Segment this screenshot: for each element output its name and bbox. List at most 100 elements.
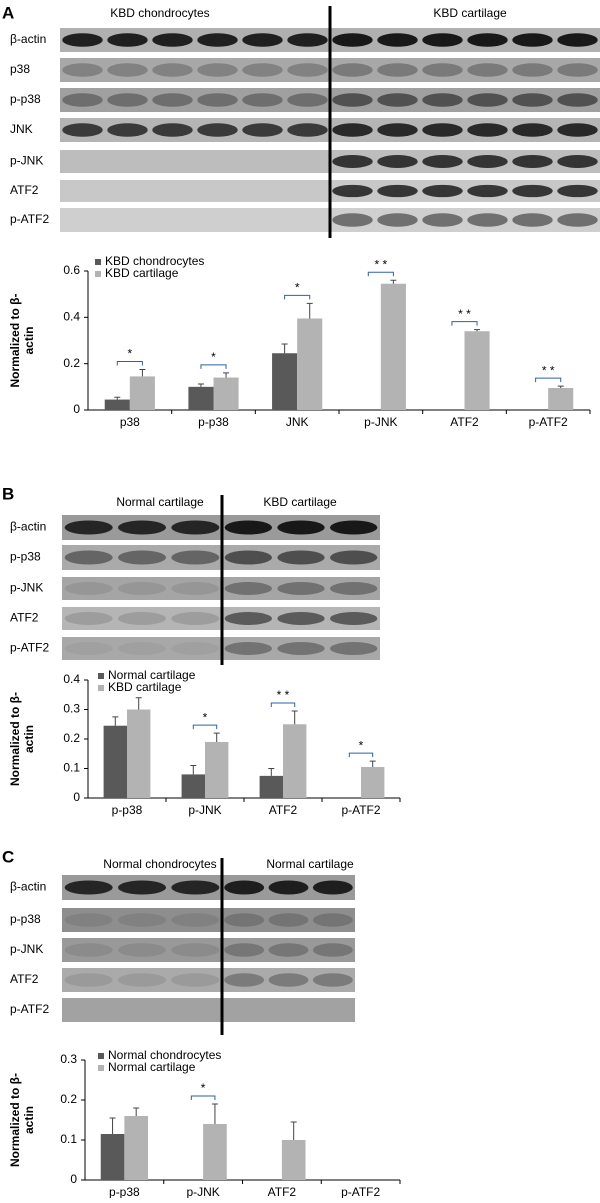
blot-band [152, 123, 193, 137]
group-label: Normal chondrocytes [103, 857, 216, 871]
y-tick-label: 0.2 [63, 356, 80, 370]
significance-bracket [535, 377, 562, 383]
significance-bracket [116, 360, 143, 366]
bar [103, 725, 127, 798]
blot-row-label: p-p38 [10, 550, 41, 564]
blot-band [62, 63, 103, 77]
group-label: Normal cartilage [116, 495, 204, 509]
blot-band [287, 33, 328, 47]
blot-band [512, 123, 553, 137]
blot-band [377, 155, 418, 168]
blot-band [62, 123, 103, 137]
blot-row-label: ATF2 [10, 611, 39, 625]
x-tick-label: p-ATF2 [529, 415, 568, 429]
y-axis-title-box: Normalized to β-actin [8, 293, 36, 388]
blot-band [512, 93, 553, 107]
blot-band [312, 973, 353, 987]
y-tick-label: 0 [73, 402, 80, 416]
blot-band [377, 184, 418, 198]
x-tick-label: p-p38 [112, 803, 143, 817]
panel-label: B [2, 484, 14, 503]
blot-band [224, 973, 265, 987]
significance-label: * [127, 347, 132, 361]
blot-band [512, 213, 553, 227]
x-tick-label: p-ATF2 [341, 1185, 380, 1198]
blot-strip [62, 968, 355, 992]
blot-band [118, 550, 166, 565]
blot-band [152, 33, 193, 47]
blot-band [171, 973, 220, 987]
blot-band [422, 213, 463, 227]
blot-band [332, 213, 373, 227]
x-tick-label: p-JNK [188, 803, 221, 817]
significance-bracket [192, 724, 218, 730]
blot-row-label: p-JNK [10, 581, 43, 595]
blot-band [312, 943, 353, 957]
y-tick-label: 0.3 [63, 702, 80, 716]
blot-band [312, 880, 353, 895]
blot-row-label: p-JNK [10, 154, 43, 168]
blot-band [377, 213, 418, 227]
blot-band [64, 642, 113, 655]
blot-band [467, 123, 508, 137]
significance-label: * [203, 710, 208, 724]
blot-band [107, 123, 148, 137]
panel-label: C [2, 847, 14, 866]
blot-band [512, 155, 553, 168]
x-tick-label: p-JNK [186, 1185, 219, 1198]
blot-band [557, 33, 598, 47]
blot-band [467, 184, 508, 198]
significance-bracket [348, 752, 374, 758]
y-tick-label: 0.4 [63, 672, 80, 686]
blot-band [224, 520, 273, 535]
bar [380, 283, 406, 410]
blot-band [287, 123, 328, 137]
legend-swatch [95, 271, 101, 277]
error-bar [197, 383, 204, 387]
y-tick-label: 0.4 [63, 310, 80, 324]
x-tick-label: p38 [120, 415, 140, 429]
blot-band [171, 943, 220, 957]
legend-swatch [98, 1065, 104, 1071]
blot-band [467, 155, 508, 168]
significance-label: * * [277, 688, 290, 702]
legend-swatch [98, 685, 104, 691]
blot-band [64, 520, 113, 535]
group-label: KBD cartilage [433, 6, 507, 20]
blot-band [332, 93, 373, 107]
blot-band [422, 184, 463, 198]
blot-band [467, 213, 508, 227]
group-label: KBD chondrocytes [110, 6, 209, 20]
error-bar [213, 732, 220, 742]
blot-band [64, 973, 113, 987]
y-tick-label: 0.1 [60, 1132, 77, 1146]
legend-label: Normal cartilage [108, 1060, 196, 1074]
blot-band [329, 520, 378, 535]
error-bar [557, 385, 564, 388]
blot-row-label: β-actin [10, 520, 46, 534]
blot-band [287, 63, 328, 77]
error-bar [135, 697, 142, 710]
y-tick-label: 0.6 [63, 263, 80, 277]
bar [100, 1134, 125, 1180]
blot-band [557, 184, 598, 198]
blot-band [332, 63, 373, 77]
y-tick-label: 0 [70, 1172, 77, 1186]
blot-band [118, 642, 166, 655]
blot-band [62, 33, 103, 47]
x-tick-label: ATF2 [269, 803, 298, 817]
x-tick-label: ATF2 [450, 415, 479, 429]
blot-band [171, 520, 220, 535]
y-axis-title-box: Normalized to β-actin [8, 692, 36, 786]
legend-swatch [98, 1053, 104, 1059]
y-tick-label: 0.2 [63, 731, 80, 745]
blot-row-label: JNK [10, 122, 33, 136]
blot-band [64, 943, 113, 957]
blot-row-label: p-p38 [10, 912, 41, 926]
error-bar [114, 396, 121, 400]
error-bar [369, 760, 376, 768]
y-axis-title: Normalized to β-actin [8, 293, 36, 388]
error-bar [139, 368, 146, 377]
legend-swatch [98, 673, 104, 679]
bar [213, 377, 239, 410]
